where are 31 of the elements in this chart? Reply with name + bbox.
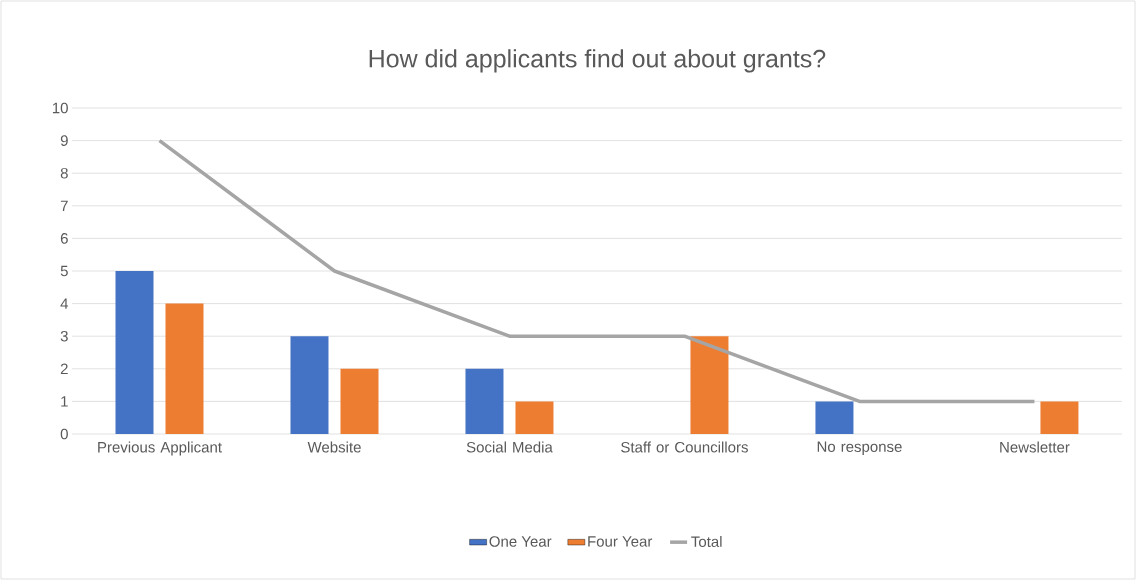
y-tick-label: 10 xyxy=(52,102,68,114)
y-tick-label: 9 xyxy=(60,135,68,146)
y-tick-label: 7 xyxy=(60,200,68,211)
bar xyxy=(465,368,504,434)
bar xyxy=(340,368,379,434)
bar xyxy=(165,303,204,434)
y-tick-label: 6 xyxy=(60,233,68,244)
y-tick-label: 1 xyxy=(61,396,68,407)
y-tick-label: 2 xyxy=(60,363,68,375)
x-tick-label: Staff or Councillors xyxy=(621,441,748,453)
x-tick-label: No response xyxy=(817,441,902,455)
y-tick-label: 4 xyxy=(60,298,69,309)
x-tick-label: Previous Applicant xyxy=(98,441,222,456)
legend-label: Four Year xyxy=(588,536,653,547)
bar xyxy=(690,336,729,434)
bar xyxy=(815,401,854,434)
bar xyxy=(515,401,554,434)
y-tick-label: 5 xyxy=(60,265,68,277)
bar xyxy=(115,271,154,434)
y-tick-label: 8 xyxy=(60,167,68,179)
x-tick-label: Social Media xyxy=(466,441,553,453)
x-tick-label: Website xyxy=(307,441,361,453)
bar xyxy=(1040,401,1079,434)
y-tick-label: 3 xyxy=(60,330,68,342)
line-series xyxy=(157,138,1037,404)
bar xyxy=(290,336,329,434)
x-tick-label: Newsletter xyxy=(1000,441,1070,453)
y-tick-label: 0 xyxy=(60,428,68,440)
chart-title: How did applicants find out about grants? xyxy=(369,49,826,73)
legend-label: One Year xyxy=(489,536,552,547)
legend-label: Total xyxy=(691,535,722,547)
